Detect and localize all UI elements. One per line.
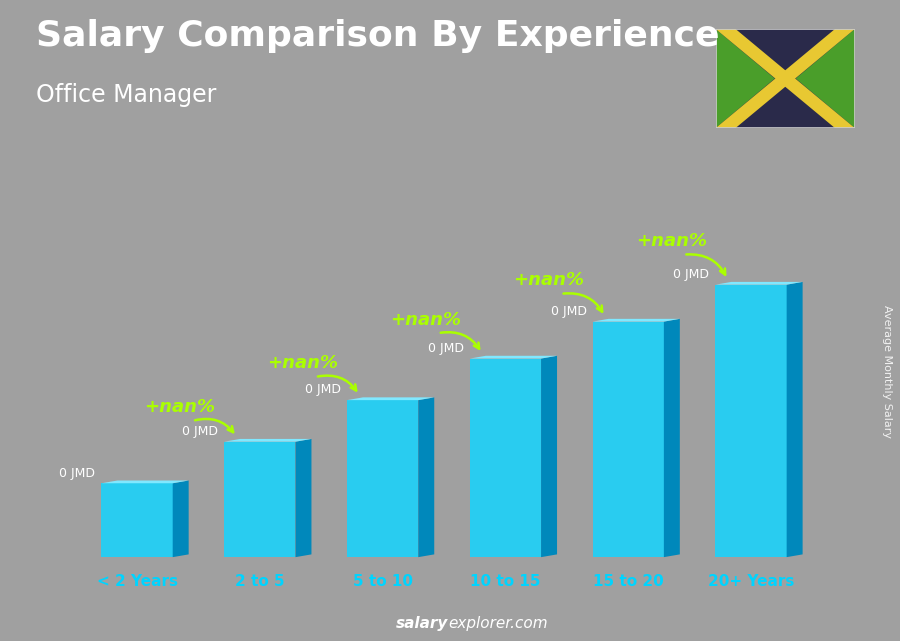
Polygon shape xyxy=(418,397,434,557)
Text: 0 JMD: 0 JMD xyxy=(59,467,95,479)
Polygon shape xyxy=(592,322,664,557)
Polygon shape xyxy=(716,29,855,128)
Text: 0 JMD: 0 JMD xyxy=(182,425,218,438)
Text: 0 JMD: 0 JMD xyxy=(305,383,341,396)
Text: explorer.com: explorer.com xyxy=(448,617,548,631)
Polygon shape xyxy=(295,439,311,557)
Polygon shape xyxy=(173,481,189,557)
Text: +nan%: +nan% xyxy=(391,310,461,329)
Polygon shape xyxy=(716,29,775,128)
Polygon shape xyxy=(347,397,434,400)
Polygon shape xyxy=(787,282,803,557)
Polygon shape xyxy=(224,439,311,442)
Polygon shape xyxy=(102,483,173,557)
Polygon shape xyxy=(470,358,541,557)
Polygon shape xyxy=(716,29,855,128)
Text: Office Manager: Office Manager xyxy=(36,83,216,107)
Text: +nan%: +nan% xyxy=(635,232,706,250)
Text: +nan%: +nan% xyxy=(267,354,338,372)
Polygon shape xyxy=(102,481,189,483)
Polygon shape xyxy=(716,285,787,557)
Text: 0 JMD: 0 JMD xyxy=(428,342,464,355)
Polygon shape xyxy=(664,319,680,557)
Text: 0 JMD: 0 JMD xyxy=(673,268,709,281)
Text: Salary Comparison By Experience: Salary Comparison By Experience xyxy=(36,19,719,53)
Polygon shape xyxy=(541,356,557,557)
Text: Average Monthly Salary: Average Monthly Salary xyxy=(881,305,892,438)
Text: +nan%: +nan% xyxy=(513,271,584,289)
Polygon shape xyxy=(224,442,295,557)
Polygon shape xyxy=(470,356,557,358)
Polygon shape xyxy=(592,319,680,322)
Polygon shape xyxy=(716,29,855,128)
Polygon shape xyxy=(347,400,419,557)
Text: salary: salary xyxy=(396,617,448,631)
Polygon shape xyxy=(716,282,803,285)
Text: 0 JMD: 0 JMD xyxy=(551,305,587,318)
Polygon shape xyxy=(796,29,855,128)
Text: +nan%: +nan% xyxy=(145,398,216,416)
